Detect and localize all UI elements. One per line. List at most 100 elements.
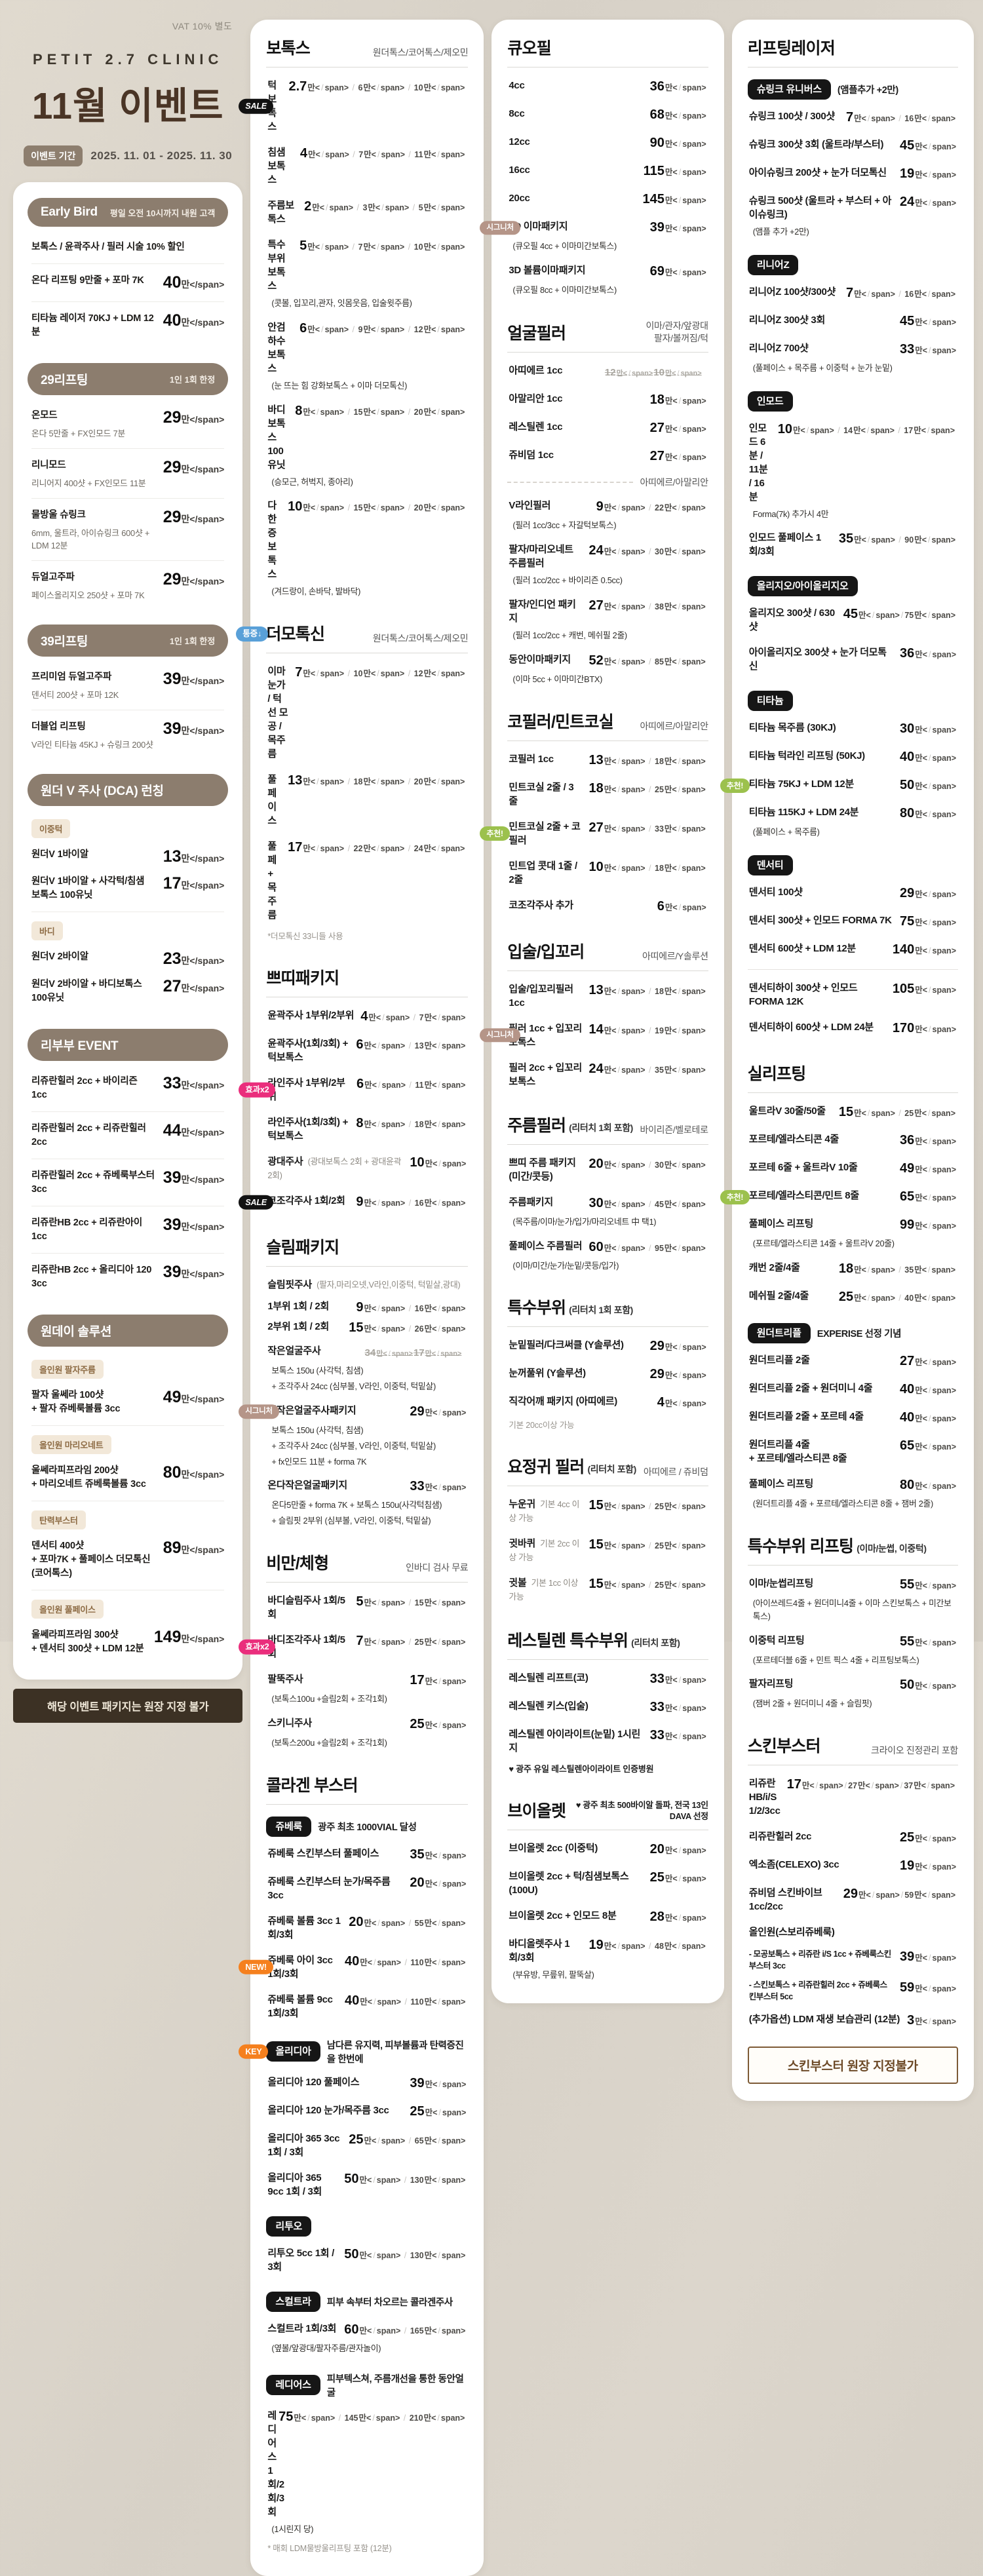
unit-man: 만</span> xyxy=(424,1199,466,1208)
price-row: 보톡스 / 윤곽주사 / 필러 시술 10% 할인 xyxy=(28,232,228,262)
item-price: 149만</span> xyxy=(153,1627,225,1646)
price-slash: / xyxy=(377,777,379,787)
item-price: 50만< / span> / 130만< / span> xyxy=(344,2171,466,2186)
left-section: 29리프팅 1인 1회 한정 온모드 온다 5만줄 + FX인모드 7분 29만</sp… xyxy=(28,362,229,609)
item-label: 물방울 슈링크 xyxy=(31,509,86,520)
item-price: 33만</span> xyxy=(410,1479,467,1494)
unit-man: 만< / span> / 55만< / span> xyxy=(364,1918,466,1928)
price-slash: / xyxy=(678,140,682,149)
price-slash: / xyxy=(900,1891,904,1900)
price-slash: / xyxy=(678,1399,682,1409)
item-price: 39만</span> xyxy=(163,1215,225,1234)
badge-rec: 추천! xyxy=(480,826,510,841)
badge-new: NEW! xyxy=(239,1959,273,1975)
item-main: 원더V 2바이알 xyxy=(31,950,155,964)
item-label: 3D 이마패키지 xyxy=(509,221,568,232)
item-label: 올인원(스보리쥬베룩) xyxy=(748,1927,835,1938)
left-section: 원더 V 주사 (DCA) 런칭 이중턱 원더V 1바이알 13만</span> 원더V… xyxy=(28,773,229,1013)
section-title: 큐오필 xyxy=(507,39,551,58)
item-label-line2: + 포마7K + 풀페이스 더모톡신(코어톡스) xyxy=(31,1554,151,1579)
unit-man: 만</span> xyxy=(181,413,225,425)
price-row: 올리디아 120 풀페이스 39만< / span> xyxy=(266,2069,468,2098)
unit-man: 만</span> xyxy=(915,2017,956,2027)
unit-man: 만</span> xyxy=(664,1243,706,1253)
unit-man: 만</span> xyxy=(665,1846,706,1856)
category-tag: 올인원 팔자주름 xyxy=(31,1359,104,1379)
item-label: 윤곽주사 1부위/2부위 xyxy=(267,1010,355,1022)
item-detail: (풀페이스 + 목주름) xyxy=(752,827,820,837)
price-slash: / xyxy=(649,1026,651,1035)
section-title-wrap: 리프팅레이저 xyxy=(748,35,836,59)
item-label: 12cc xyxy=(509,136,530,147)
unit-man: 만</span> xyxy=(664,1065,706,1075)
price-slash: / xyxy=(678,1732,682,1742)
unit-man: 만</span> xyxy=(915,1193,956,1203)
section-header: 슬림패키지 xyxy=(266,1235,469,1267)
item-label: 2부위 1회 / 2회 xyxy=(267,1321,329,1333)
item-price: 105만< / span> xyxy=(892,982,956,997)
item-label: 덴서티 600샷 + LDM 12분 xyxy=(748,943,857,955)
item-label: 원더V 2바이알 + 바디보톡스 100유닛 xyxy=(31,978,142,1003)
unit-man: 만< / span> / 7만< / span> xyxy=(368,1013,466,1023)
price-slash: / xyxy=(929,1984,931,1994)
price-row: 프리미엄 듀얼고주파 덴서티 200샷 + 포마 12K 39만</span> xyxy=(28,662,228,708)
price-slash: / xyxy=(678,111,682,121)
clinic-name: PETIT 2.7 CLINIC xyxy=(32,51,223,67)
item-price: 45만< / span> xyxy=(899,313,956,328)
unit-man: 만</span> xyxy=(915,918,956,928)
price-slash: / xyxy=(372,2413,375,2423)
item-price: 29만</span> xyxy=(649,1339,706,1354)
price-row: 바디슬림주사 1회/5회 5만< / span> / 15만< / span> xyxy=(266,1588,468,1627)
price-row: 특수부위보톡스 5만< / span> / 7만< / span> / 10만< / span… xyxy=(266,232,468,299)
price-slash: / xyxy=(195,1174,198,1185)
unit-man: 만</span> xyxy=(914,1294,955,1303)
price-slash: / xyxy=(928,1109,931,1119)
price-row: 쥬비덤 1cc 27만< / span> xyxy=(507,442,708,471)
price-row: 티타늄 115KJ + LDM 24분 80만< / span> xyxy=(748,799,958,828)
price-slash: / xyxy=(872,611,875,621)
price-slash: / xyxy=(438,2250,440,2260)
left-section: 리부부 EVENT 리쥬란힐러 2cc + 바이리즌 1cc 33만</span> 리… xyxy=(28,1028,229,1299)
section-title-wrap: 더모톡신 xyxy=(266,621,325,645)
item-label: 스키니주사 xyxy=(267,1717,312,1729)
price-slash: / xyxy=(195,1221,198,1232)
price-slash: / xyxy=(438,1720,441,1730)
item-detail: (승모근, 허벅지, 종아리) xyxy=(271,476,353,487)
item-price: 13만< / span> / 18만< / span> xyxy=(588,982,706,997)
section-title-note: (이마/눈썹, 이중턱) xyxy=(857,1543,927,1554)
unit-man: 만</span> xyxy=(914,535,955,545)
item-detail: Forma(7k) 추가시 4만 xyxy=(752,509,829,519)
unit-man: 만</span> xyxy=(665,396,706,406)
unit-man: 만</span> xyxy=(915,1386,956,1396)
category-tag: 탄력부스터 xyxy=(31,1510,86,1529)
unit-man: 만</span> xyxy=(664,1160,706,1170)
unit-man: 만</span> xyxy=(665,1874,706,1884)
item-price: 69만< / span> xyxy=(649,263,706,279)
unit-man: 만< / span> / 48만< / span> xyxy=(604,1942,706,1951)
item-detail: (보톡스200u +슬림2회 + 조각1회) xyxy=(271,1737,387,1748)
badge-tag: 스컬트라 xyxy=(266,2291,320,2312)
price-slash: / xyxy=(353,150,355,159)
item-price: 140만< / span> xyxy=(892,942,956,957)
item-label: 아띠에르 1cc xyxy=(509,365,563,377)
item-label: 티타늄 75KJ + LDM 12분 xyxy=(748,779,855,790)
badge-tag: 리투오 xyxy=(266,2216,312,2237)
item-label: 아이슈링크 200샷 + 눈가 더모톡신 xyxy=(748,167,887,178)
section: 쁘띠패키지 윤곽주사 1부위/2부위 4만< / span> / 7만< / span> 윤곽… xyxy=(239,965,469,1216)
price-slash: / xyxy=(929,1358,931,1368)
price-slash: / xyxy=(928,114,931,123)
item-label: 인모드 6분 / 11분 / 16분 xyxy=(748,422,768,503)
price-slash: / xyxy=(649,547,651,557)
unit-man: 만< / span> / 11만< / span> xyxy=(364,150,465,159)
section-title: 코필러/민트코실 xyxy=(507,712,613,731)
section-title: 특수부위 리프팅 xyxy=(747,1537,854,1556)
price-row: 3D 볼륨이마패키지 69만< / span> xyxy=(507,258,708,286)
item-main: 울쎄라피프라임 200샷 + 마리오네트 쥬베룩볼륨 3cc xyxy=(31,1464,155,1491)
item-label: 풀페 + 목주름 xyxy=(267,841,277,921)
item-label: 아말리안 1cc xyxy=(509,393,563,405)
price-slash: / xyxy=(438,1638,440,1647)
price-row: 원더트리플 2줄 27만< / span> xyxy=(748,1347,958,1375)
price-slash: / xyxy=(307,2413,310,2423)
price-slash: / xyxy=(929,142,931,151)
price-slash: / xyxy=(900,611,904,621)
